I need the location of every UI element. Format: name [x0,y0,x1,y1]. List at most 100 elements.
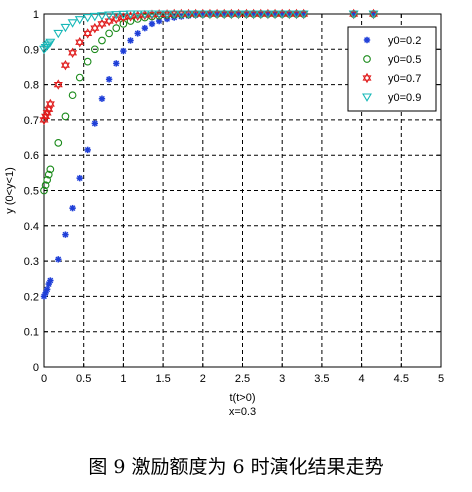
data-point [98,95,106,102]
data-point [134,30,141,37]
legend-marker [363,36,371,44]
data-point [154,10,165,19]
data-point [226,10,237,19]
series-y0=0.9 [39,10,379,55]
y-tick-label: 1 [33,9,39,21]
data-point [105,76,113,83]
x-tick-label: 5 [438,373,444,385]
y-tick-label: 0.9 [24,44,39,56]
data-point [111,13,121,25]
data-point [69,204,76,212]
x-tick-label: 3.5 [314,373,329,385]
y-tick-label: 0.1 [24,327,39,339]
data-point [53,79,63,90]
y-tick-label: 0.3 [24,256,39,268]
data-point [169,10,180,19]
legend-marker [362,72,372,84]
data-point [43,176,52,184]
data-point [97,18,107,30]
data-point [104,11,115,20]
x-value-note: x=0.3 [229,406,256,418]
data-point [98,36,106,45]
x-tick-label: 0.5 [76,373,91,385]
data-point [46,165,55,174]
y-tick-label: 0.7 [24,115,39,127]
data-point [298,10,309,19]
data-point [55,256,62,263]
data-point [118,12,128,23]
data-point [127,37,134,44]
data-point [176,10,187,19]
legend-marker [362,93,372,102]
data-point [89,12,100,22]
data-point [54,138,63,147]
data-point [68,91,77,100]
y-tick-label: 0.2 [24,291,39,303]
data-point [90,22,100,34]
data-point [40,186,48,195]
data-point [212,10,223,19]
data-point [41,181,50,190]
data-point [190,10,201,19]
data-point [139,10,150,19]
data-point [44,170,53,179]
x-tick-label: 1.5 [155,373,170,385]
data-point [141,24,149,32]
data-point [113,60,120,67]
y-axis-label: y (0<y<1) [4,167,16,213]
data-point [84,146,91,154]
data-point [83,28,93,39]
data-point [120,47,127,55]
data-point [241,10,252,19]
grid-lines [44,14,441,367]
series-y0=0.7 [39,8,379,126]
data-point [125,10,136,19]
data-point [111,11,122,20]
data-point [60,59,70,71]
data-point [119,20,128,28]
data-point [75,37,85,48]
data-point [284,10,295,19]
data-point [262,10,273,19]
legend-marker [363,55,371,63]
data-point [348,10,359,19]
data-point [60,23,71,33]
data-point [155,17,163,25]
y-tick-label: 0.5 [24,186,39,198]
data-point [61,112,70,121]
data-point [45,280,52,288]
legend-label: y0=0.5 [388,54,421,66]
y-tick-label: 0.8 [24,80,39,92]
data-point [277,10,288,19]
data-point [83,57,92,66]
data-point [204,10,215,19]
data-point [82,13,93,23]
data-point [62,231,69,238]
data-series [39,8,379,300]
legend-label: y0=0.9 [388,92,421,104]
data-point [105,29,113,38]
data-point [67,19,78,28]
data-point [368,10,379,19]
data-point [45,98,55,110]
data-point [162,10,173,19]
y-tick-label: 0.6 [24,150,39,162]
legend-label: y0=0.7 [388,73,421,85]
x-tick-label: 1 [120,373,126,385]
data-point [291,10,302,19]
x-tick-label: 0 [41,373,47,385]
data-point [91,120,99,127]
data-point [233,10,244,19]
data-point [118,10,129,20]
legend-box [347,26,437,112]
y-tick-label: 0.4 [24,221,39,233]
x-tick-label: 2 [200,373,206,385]
x-tick-label: 4 [359,373,365,385]
data-point [183,10,194,19]
figure-caption: 图 9 激励额度为 6 时演化结果走势 [88,456,384,478]
data-point [132,10,143,19]
data-point [53,29,64,39]
data-point [248,10,259,19]
data-point [74,16,85,25]
